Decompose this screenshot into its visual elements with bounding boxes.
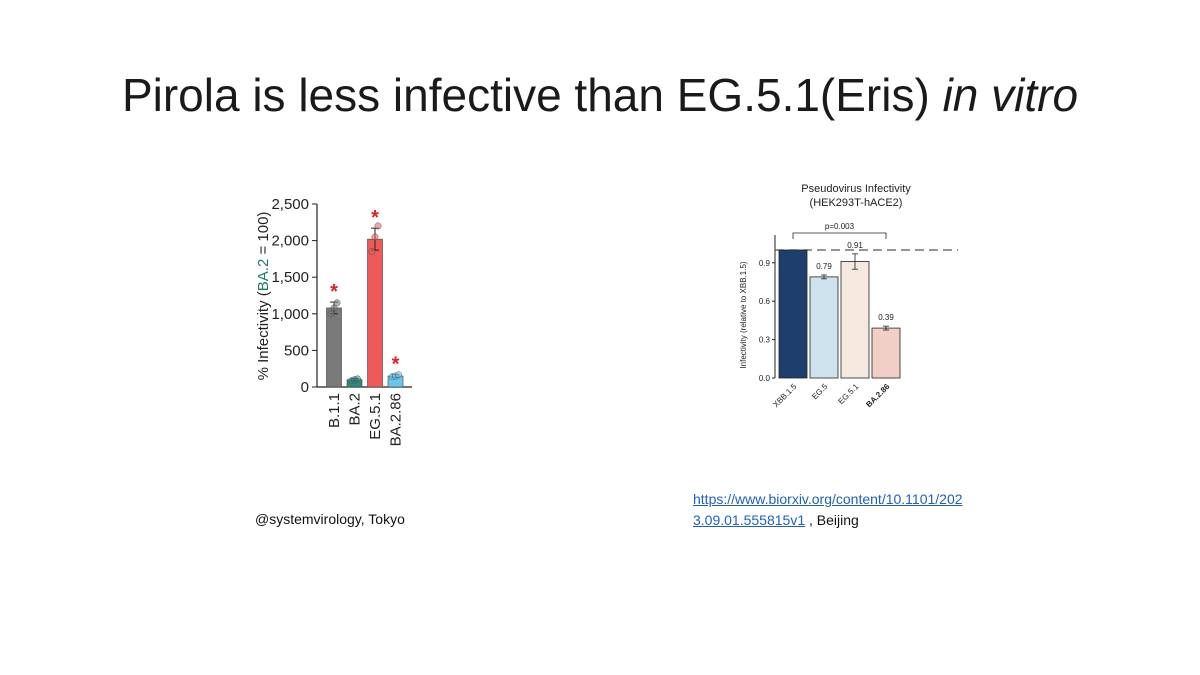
left-x-tick-label: BA.2	[347, 393, 364, 426]
right-value-label: 0.91	[847, 241, 863, 250]
right-chart-subtitle: (HEK293T-hACE2)	[810, 197, 903, 209]
right-bar-chart: Pseudovirus Infectivity (HEK293T-hACE2) 0.…	[739, 183, 958, 410]
left-y-tick-label: 2,000	[271, 233, 309, 250]
slide-title: Pirola is less infective than EG.5.1(Eri…	[0, 68, 1200, 122]
link-line-1: https://www.biorxiv.org/content/10.1101/…	[693, 491, 963, 507]
right-y-tick-label: 0.3	[759, 336, 771, 345]
right-x-tick-label: EG.5.1	[836, 382, 860, 406]
left-x-tick-label: BA.2.86	[388, 393, 405, 446]
right-value-label: 0.39	[878, 313, 894, 322]
link-line-2: 3.09.01.555815v1	[693, 512, 806, 528]
left-data-point	[395, 371, 402, 379]
left-y-label-part: BA.2	[255, 259, 272, 292]
right-significance-bracket	[792, 232, 887, 239]
right-pvalue-label: p=0.003	[825, 222, 855, 231]
title-italic: in vitro	[942, 69, 1079, 121]
left-data-point	[333, 299, 341, 307]
left-x-tick-label: EG.5.1	[367, 393, 384, 440]
right-bar	[809, 276, 839, 379]
left-y-label-part: = 100)	[255, 212, 272, 259]
right-y-tick-label: 0.6	[759, 297, 771, 306]
left-y-label-part: % Infectivity (	[255, 291, 272, 380]
left-data-point	[374, 222, 382, 230]
left-y-tick-label: 1,000	[271, 306, 309, 323]
left-caption: @systemvirology, Tokyo	[255, 511, 405, 527]
right-x-tick-label: EG.5	[810, 382, 830, 402]
left-significance-marker: *	[371, 207, 379, 229]
left-data-point	[354, 375, 361, 383]
left-y-tick-label: 1,500	[271, 269, 309, 286]
right-y-tick-label: 0.9	[759, 259, 771, 268]
location-text: , Beijing	[805, 512, 859, 528]
left-y-tick-label: 2,500	[271, 196, 309, 213]
right-y-axis-label: Infectivity (relative to XBB.1.5)	[739, 261, 748, 368]
right-caption: https://www.biorxiv.org/content/10.1101/…	[693, 489, 1033, 531]
left-y-tick-label: 500	[284, 342, 309, 359]
right-bar	[871, 327, 901, 379]
left-data-point	[330, 304, 338, 312]
right-bar	[778, 249, 808, 379]
right-x-tick-label: XBB.1.5	[771, 382, 799, 410]
title-main: Pirola is less infective than EG.5.1(Eri…	[121, 69, 943, 121]
right-chart-title: Pseudovirus Infectivity	[801, 183, 911, 195]
right-bar	[840, 261, 870, 379]
left-data-point	[371, 233, 379, 241]
right-value-label: 0.79	[816, 262, 832, 271]
left-y-axis-label: % Infectivity (BA.2 = 100)	[255, 212, 272, 381]
left-significance-marker: *	[330, 281, 338, 303]
right-y-tick-label: 0.0	[759, 374, 771, 383]
biorxiv-link[interactable]: https://www.biorxiv.org/content/10.1101/…	[693, 491, 963, 528]
right-x-tick-label: BA.2.86	[864, 382, 892, 410]
left-x-tick-label: B.1.1	[326, 393, 343, 428]
left-y-tick-label: 0	[301, 379, 309, 396]
left-data-point	[368, 248, 376, 256]
left-bar	[326, 307, 342, 388]
left-significance-marker: *	[392, 354, 400, 376]
left-bar	[367, 238, 383, 388]
left-data-point	[327, 310, 335, 318]
